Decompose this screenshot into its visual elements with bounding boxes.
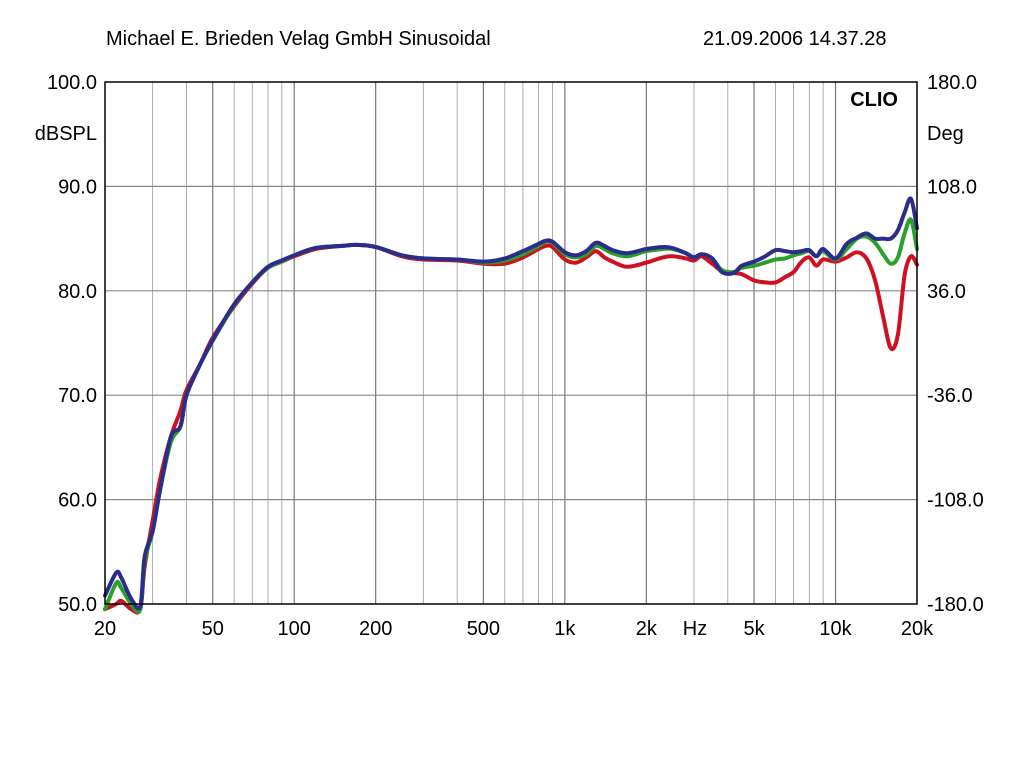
y2-tick-label: -180.0	[927, 594, 984, 616]
y-tick-label: 70.0	[58, 385, 97, 407]
y-tick-label: 90.0	[58, 176, 97, 198]
grid	[105, 82, 917, 604]
series-line-1	[103, 242, 919, 615]
brand-label: CLIO	[850, 89, 898, 111]
y2-tick-label: 180.0	[927, 72, 977, 94]
x-tick-label: 2k	[636, 618, 658, 640]
y-axis-label: dBSPL	[35, 123, 97, 145]
x-tick-label: 10k	[819, 618, 852, 640]
series-line-2	[103, 217, 919, 614]
y2-tick-label: -36.0	[927, 385, 973, 407]
x-tick-label: 20	[94, 618, 116, 640]
y2-tick-label: 36.0	[927, 281, 966, 303]
x-tick-label: 1k	[554, 618, 576, 640]
y-tick-label: 50.0	[58, 594, 97, 616]
series-line-3	[103, 196, 919, 611]
plot-frame	[104, 81, 918, 605]
x-tick-label: 500	[467, 618, 500, 640]
y-tick-label: 60.0	[58, 490, 97, 512]
series-group	[103, 196, 919, 615]
header-timestamp: 21.09.2006 14.37.28	[703, 28, 887, 50]
x-unit-label: Hz	[683, 618, 707, 640]
header-title: Michael E. Brieden Velag GmbH Sinusoidal	[106, 28, 491, 50]
x-tick-label: 50	[202, 618, 224, 640]
y-tick-label: 80.0	[58, 281, 97, 303]
x-tick-label: 100	[278, 618, 311, 640]
x-tick-label: 200	[359, 618, 392, 640]
y2-tick-label: 108.0	[927, 176, 977, 198]
y-tick-label: 100.0	[47, 72, 97, 94]
y2-tick-label: -108.0	[927, 490, 984, 512]
y2-axis-label: Deg	[927, 123, 964, 145]
x-tick-label: 5k	[743, 618, 765, 640]
axis-labels: 100.0 90.0 80.0 70.0 60.0 50.0 180.0 108.0 36.0 -…	[35, 72, 984, 640]
x-tick-label: 20k	[901, 618, 934, 640]
